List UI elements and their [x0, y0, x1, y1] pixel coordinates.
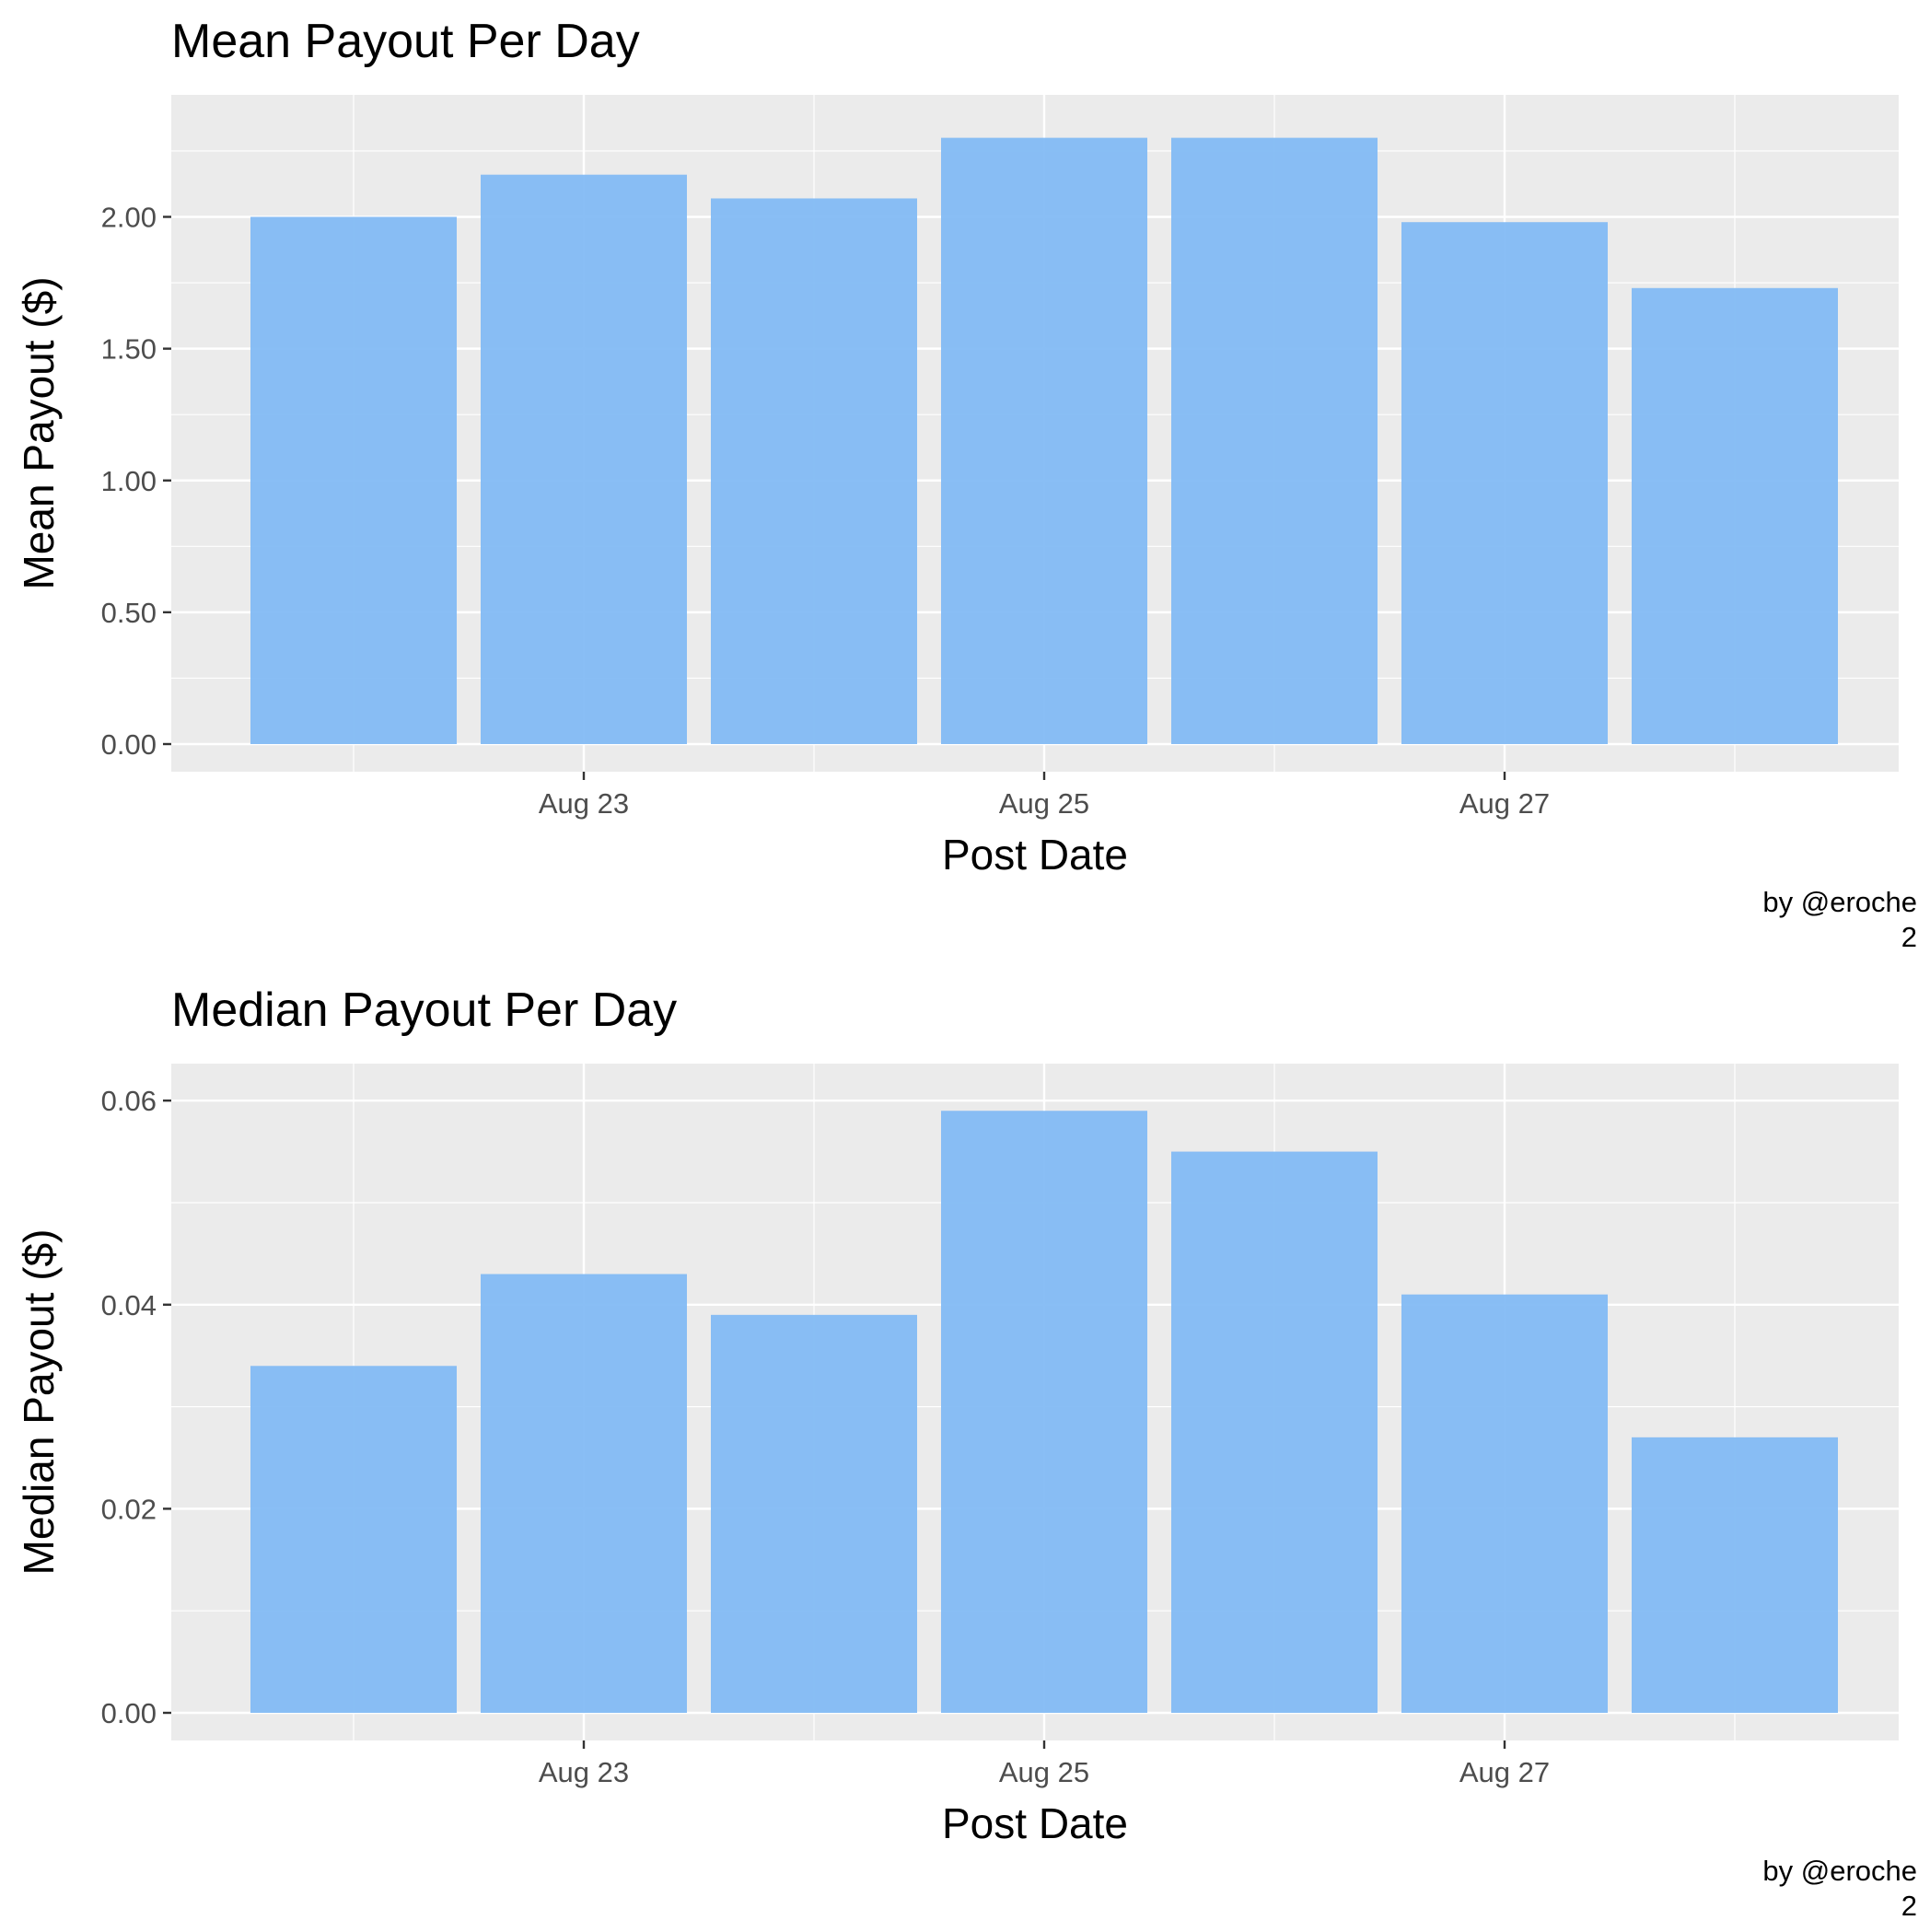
bar [250, 216, 457, 744]
x-axis-title: Post Date [942, 1799, 1128, 1847]
bar [1401, 222, 1608, 745]
x-axis-title: Post Date [942, 831, 1128, 879]
chart-panel-1: Mean Payout Per Day 0.00 0.50 1.00 1.50 2.00 A… [15, 15, 1917, 953]
bar [941, 137, 1147, 744]
y-tick-label: 2.00 [101, 202, 157, 234]
y-tick-label: 1.00 [101, 465, 157, 497]
caption-line: by @eroche [1762, 886, 1917, 918]
bar [1632, 287, 1838, 744]
caption-line: 2 [1901, 1890, 1917, 1922]
x-tick-label: Aug 27 [1459, 787, 1550, 820]
bar [1171, 137, 1378, 744]
bar [481, 1274, 687, 1713]
bar [250, 1366, 457, 1713]
bar [1401, 1294, 1608, 1713]
y-tick-label: 0.00 [101, 728, 157, 761]
bar [1171, 1151, 1378, 1713]
caption-line: by @eroche [1762, 1855, 1917, 1887]
bar [711, 1314, 917, 1713]
chart-title: Mean Payout Per Day [171, 15, 640, 68]
x-tick-label: Aug 23 [539, 787, 629, 820]
x-tick-label: Aug 25 [999, 787, 1089, 820]
y-axis-title: Mean Payout ($) [15, 276, 63, 589]
y-axis-title: Median Payout ($) [15, 1229, 63, 1576]
x-tick-label: Aug 23 [539, 1756, 629, 1788]
y-tick-label: 0.00 [101, 1697, 157, 1729]
x-tick-label: Aug 25 [999, 1756, 1089, 1788]
x-tick-label: Aug 27 [1459, 1756, 1550, 1788]
bar [481, 174, 687, 744]
bar [941, 1111, 1147, 1713]
y-tick-label: 0.50 [101, 597, 157, 629]
caption-line: 2 [1901, 921, 1917, 953]
bar [1632, 1437, 1838, 1713]
y-tick-label: 0.02 [101, 1493, 157, 1525]
y-tick-label: 1.50 [101, 333, 157, 366]
bar [711, 198, 917, 744]
y-tick-label: 0.04 [101, 1289, 157, 1321]
chart-title: Median Payout Per Day [171, 983, 677, 1037]
chart-panel-2: Median Payout Per Day 0.00 0.02 0.04 0.06 Aug… [15, 983, 1917, 1922]
y-tick-label: 0.06 [101, 1085, 157, 1117]
